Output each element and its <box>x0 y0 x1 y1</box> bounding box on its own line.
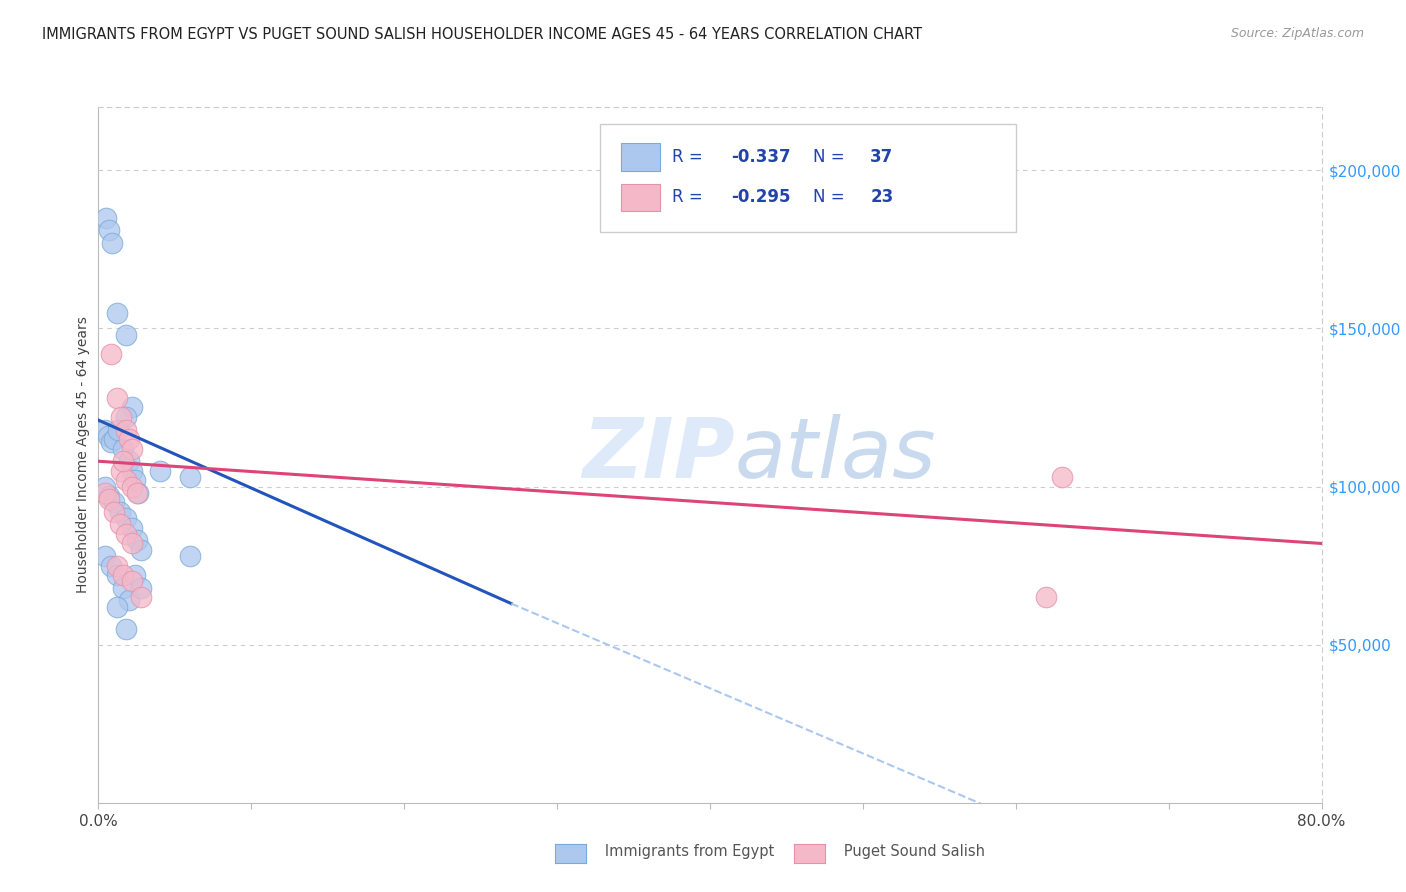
Point <box>118 432 141 446</box>
Text: Source: ZipAtlas.com: Source: ZipAtlas.com <box>1230 27 1364 40</box>
Point <box>118 593 141 607</box>
Text: R =: R = <box>672 148 709 166</box>
Point <box>101 235 124 250</box>
Point <box>105 391 128 405</box>
Point <box>111 568 134 582</box>
Point <box>108 505 131 519</box>
Point <box>129 581 152 595</box>
FancyBboxPatch shape <box>600 124 1015 232</box>
Point <box>1050 470 1073 484</box>
Point <box>100 435 122 450</box>
Text: R =: R = <box>672 188 709 206</box>
Text: ZIP: ZIP <box>582 415 734 495</box>
Point <box>149 464 172 478</box>
Point <box>103 505 125 519</box>
Text: atlas: atlas <box>734 415 936 495</box>
Point <box>94 211 117 225</box>
Point <box>103 495 125 509</box>
Point <box>93 486 115 500</box>
Point <box>105 599 128 614</box>
Point <box>115 511 138 525</box>
Point <box>115 527 138 541</box>
Text: Immigrants from Egypt: Immigrants from Egypt <box>591 845 773 859</box>
Bar <box>620 144 659 171</box>
Point <box>118 454 141 468</box>
Point <box>115 409 138 424</box>
Text: Puget Sound Salish: Puget Sound Salish <box>830 845 984 859</box>
Point <box>121 442 143 456</box>
Point <box>1035 591 1057 605</box>
Text: N =: N = <box>813 188 849 206</box>
Point <box>121 536 143 550</box>
Point <box>105 568 128 582</box>
Text: IMMIGRANTS FROM EGYPT VS PUGET SOUND SALISH HOUSEHOLDER INCOME AGES 45 - 64 YEAR: IMMIGRANTS FROM EGYPT VS PUGET SOUND SAL… <box>42 27 922 42</box>
Point <box>121 479 143 493</box>
Point <box>111 454 134 468</box>
Point <box>115 473 138 487</box>
Point <box>121 464 143 478</box>
Point <box>111 442 134 456</box>
Point <box>115 327 138 342</box>
Point <box>100 347 122 361</box>
Text: N =: N = <box>813 148 849 166</box>
Point <box>97 429 120 443</box>
Point <box>93 423 115 437</box>
Point <box>121 521 143 535</box>
Point <box>105 558 128 573</box>
Point <box>98 489 121 503</box>
Point <box>115 622 138 636</box>
Point <box>111 581 134 595</box>
Text: 37: 37 <box>870 148 894 166</box>
Bar <box>620 184 659 211</box>
Text: -0.337: -0.337 <box>731 148 790 166</box>
Point <box>110 464 132 478</box>
Point <box>110 409 132 424</box>
Point <box>100 558 122 573</box>
Point <box>115 423 138 437</box>
Point <box>105 305 128 319</box>
Point <box>93 479 115 493</box>
Point <box>179 549 201 563</box>
Point <box>121 401 143 415</box>
Point <box>125 486 148 500</box>
Point <box>124 568 146 582</box>
Text: -0.295: -0.295 <box>731 188 790 206</box>
Point <box>124 473 146 487</box>
Y-axis label: Householder Income Ages 45 - 64 years: Householder Income Ages 45 - 64 years <box>76 317 90 593</box>
Point <box>129 542 152 557</box>
Point <box>127 486 149 500</box>
Point <box>93 549 115 563</box>
Point <box>125 533 148 548</box>
Point <box>179 470 201 484</box>
Point <box>108 517 131 532</box>
Text: 23: 23 <box>870 188 894 206</box>
Point <box>129 591 152 605</box>
Point <box>98 492 121 507</box>
Point <box>107 423 129 437</box>
Point <box>98 223 121 237</box>
Point <box>121 574 143 589</box>
Point <box>103 432 125 446</box>
